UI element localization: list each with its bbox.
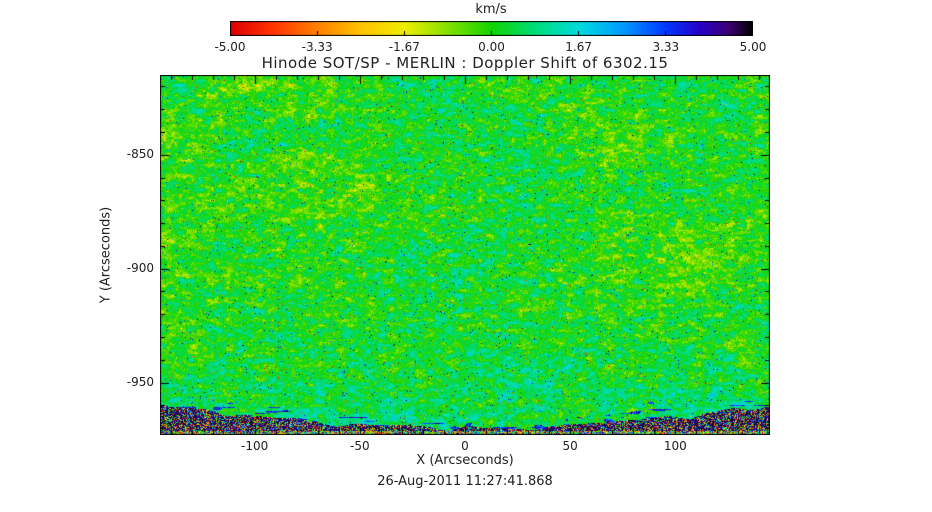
colorbar-unit-label: km/s bbox=[475, 2, 507, 17]
timestamp-label: 26-Aug-2011 11:27:41.868 bbox=[377, 474, 553, 489]
y-axis-label: Y (Arcseconds) bbox=[98, 206, 114, 304]
x-tick-label: 100 bbox=[663, 439, 687, 453]
y-tick-label: -950 bbox=[126, 374, 154, 389]
colorbar-tick-label: 3.33 bbox=[652, 40, 680, 54]
heatmap-canvas bbox=[160, 75, 770, 435]
colorbar-tick-label: 5.00 bbox=[739, 40, 767, 54]
colorbar-tick-label: -1.67 bbox=[388, 40, 420, 54]
colorbar-tick-label: -3.33 bbox=[301, 40, 333, 54]
y-tick-label: -850 bbox=[126, 146, 154, 161]
colorbar bbox=[230, 21, 753, 36]
x-tick-label: -50 bbox=[350, 439, 370, 453]
chart-title: Hinode SOT/SP - MERLIN : Doppler Shift o… bbox=[261, 54, 669, 72]
x-tick-label: 0 bbox=[461, 439, 469, 453]
x-tick-label: -100 bbox=[241, 439, 269, 453]
colorbar-tick-label: 1.67 bbox=[565, 40, 593, 54]
x-tick-label: 50 bbox=[562, 439, 578, 453]
x-axis-label: X (Arcseconds) bbox=[416, 453, 514, 468]
colorbar-tick-label: 0.00 bbox=[478, 40, 505, 54]
y-tick-label: -900 bbox=[126, 260, 154, 275]
colorbar-tick-label: -5.00 bbox=[214, 40, 246, 54]
